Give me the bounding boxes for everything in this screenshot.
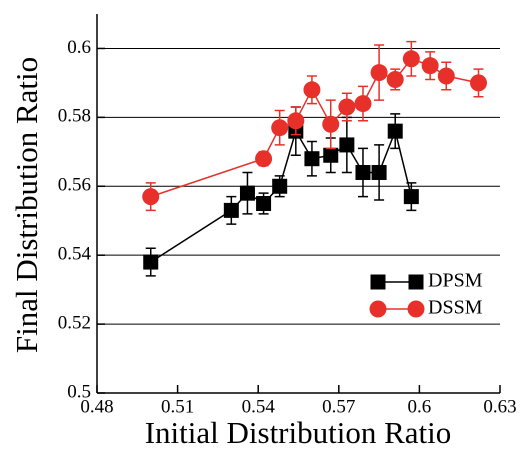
data-point — [386, 70, 404, 88]
data-point — [339, 137, 355, 153]
data-point — [402, 50, 420, 68]
data-point — [271, 119, 289, 137]
data-point — [256, 196, 272, 211]
x-tick-label: 0.51 — [161, 396, 194, 417]
data-point — [239, 185, 255, 201]
data-point — [323, 147, 339, 163]
data-point — [338, 98, 356, 116]
data-point — [354, 95, 372, 113]
y-tick-label: 0.58 — [58, 106, 91, 127]
y-tick-label: 0.6 — [67, 37, 91, 58]
y-tick-label: 0.54 — [58, 244, 92, 265]
data-point — [437, 67, 455, 85]
legend-label: DPSM — [428, 270, 483, 292]
data-point — [142, 188, 160, 206]
y-tick-label: 0.56 — [58, 175, 91, 196]
data-point — [370, 64, 388, 82]
data-point — [143, 254, 159, 270]
legend-label: DSSM — [428, 297, 483, 319]
data-point — [272, 178, 288, 194]
x-tick-label: 0.6 — [408, 396, 432, 417]
data-point — [223, 202, 239, 218]
x-tick-label: 0.48 — [80, 396, 113, 417]
legend-marker — [408, 274, 424, 290]
y-tick-label: 0.5 — [67, 381, 91, 402]
x-tick-label: 0.63 — [483, 396, 516, 417]
data-point — [403, 189, 419, 205]
x-tick-label: 0.57 — [322, 396, 355, 417]
data-point — [421, 57, 439, 75]
data-point — [322, 115, 340, 133]
data-point — [303, 81, 321, 99]
legend-marker — [407, 300, 425, 318]
data-point — [255, 150, 273, 168]
data-point — [387, 123, 403, 139]
data-point — [470, 74, 488, 92]
x-tick-label: 0.54 — [242, 396, 276, 417]
x-axis-title: Initial Distribution Ratio — [145, 415, 452, 450]
data-point — [304, 151, 320, 167]
data-point — [371, 164, 387, 180]
y-tick-label: 0.52 — [58, 312, 91, 333]
data-point — [355, 164, 371, 180]
y-axis-title: Final Distribution Ratio — [9, 57, 44, 353]
legend-marker — [370, 274, 386, 290]
data-point — [287, 112, 305, 130]
legend-marker — [369, 300, 387, 318]
